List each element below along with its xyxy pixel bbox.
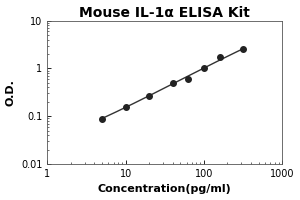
Title: Mouse IL-1α ELISA Kit: Mouse IL-1α ELISA Kit: [79, 6, 250, 20]
X-axis label: Concentration(pg/ml): Concentration(pg/ml): [98, 184, 232, 194]
Y-axis label: O.D.: O.D.: [6, 79, 16, 106]
